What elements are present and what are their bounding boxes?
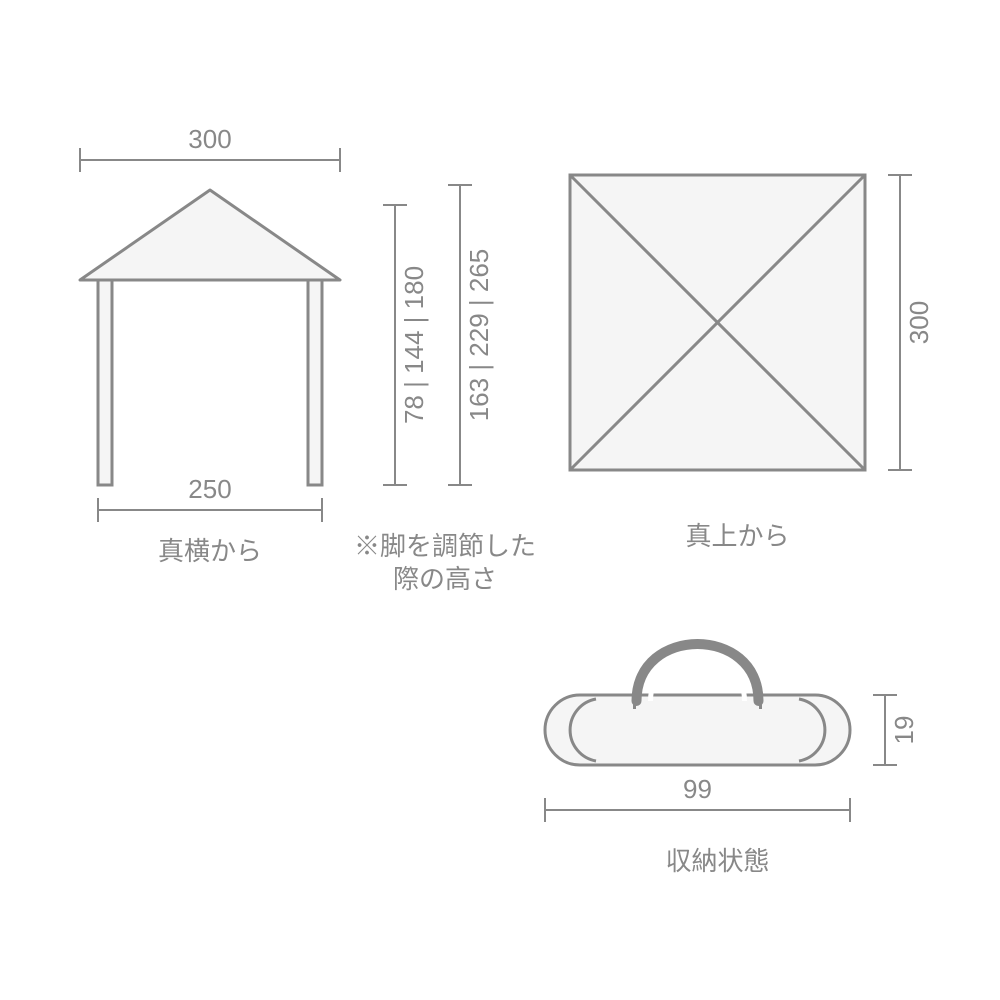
dim-value: 300 [904,301,934,344]
bag-label: 収納状態 [665,846,769,876]
dim-values: 163 | 229 | 265 [464,249,494,422]
roof [80,190,340,280]
side-view-label: 真横から [158,536,262,566]
dimension-diagram: 300 250 真横から 78 | 144 | 180 163 | 229 | 265 ※… [0,0,1000,1000]
leg-right [308,280,322,485]
top-view-label: 真上から [685,521,789,551]
dim-heights-inner: 78 | 144 | 180 [383,205,429,485]
dim-value: 19 [889,716,919,745]
dim-value: 250 [188,474,231,504]
side-view: 300 250 真横から 78 | 144 | 180 163 | 229 | 265 ※… [80,124,536,594]
bag-body [545,695,850,765]
dim-bag-width: 99 [545,774,850,822]
dim-heights-outer: 163 | 229 | 265 [448,185,494,485]
leg-left [98,280,112,485]
dim-value: 99 [683,774,712,804]
dim-leg-span: 250 [98,474,322,522]
dim-values: 78 | 144 | 180 [399,266,429,424]
dim-bag-height: 19 [873,695,919,765]
height-note-line1: ※脚を調節した [354,531,536,561]
storage-bag: 19 99 収納状態 [545,644,919,876]
dim-roof-width: 300 [80,124,340,172]
bag-handle-outer [637,644,759,701]
dim-top-side: 300 [888,175,934,470]
height-note-line2: 際の高さ [393,564,497,594]
top-view: 300 真上から [570,175,934,551]
dim-value: 300 [188,124,231,154]
